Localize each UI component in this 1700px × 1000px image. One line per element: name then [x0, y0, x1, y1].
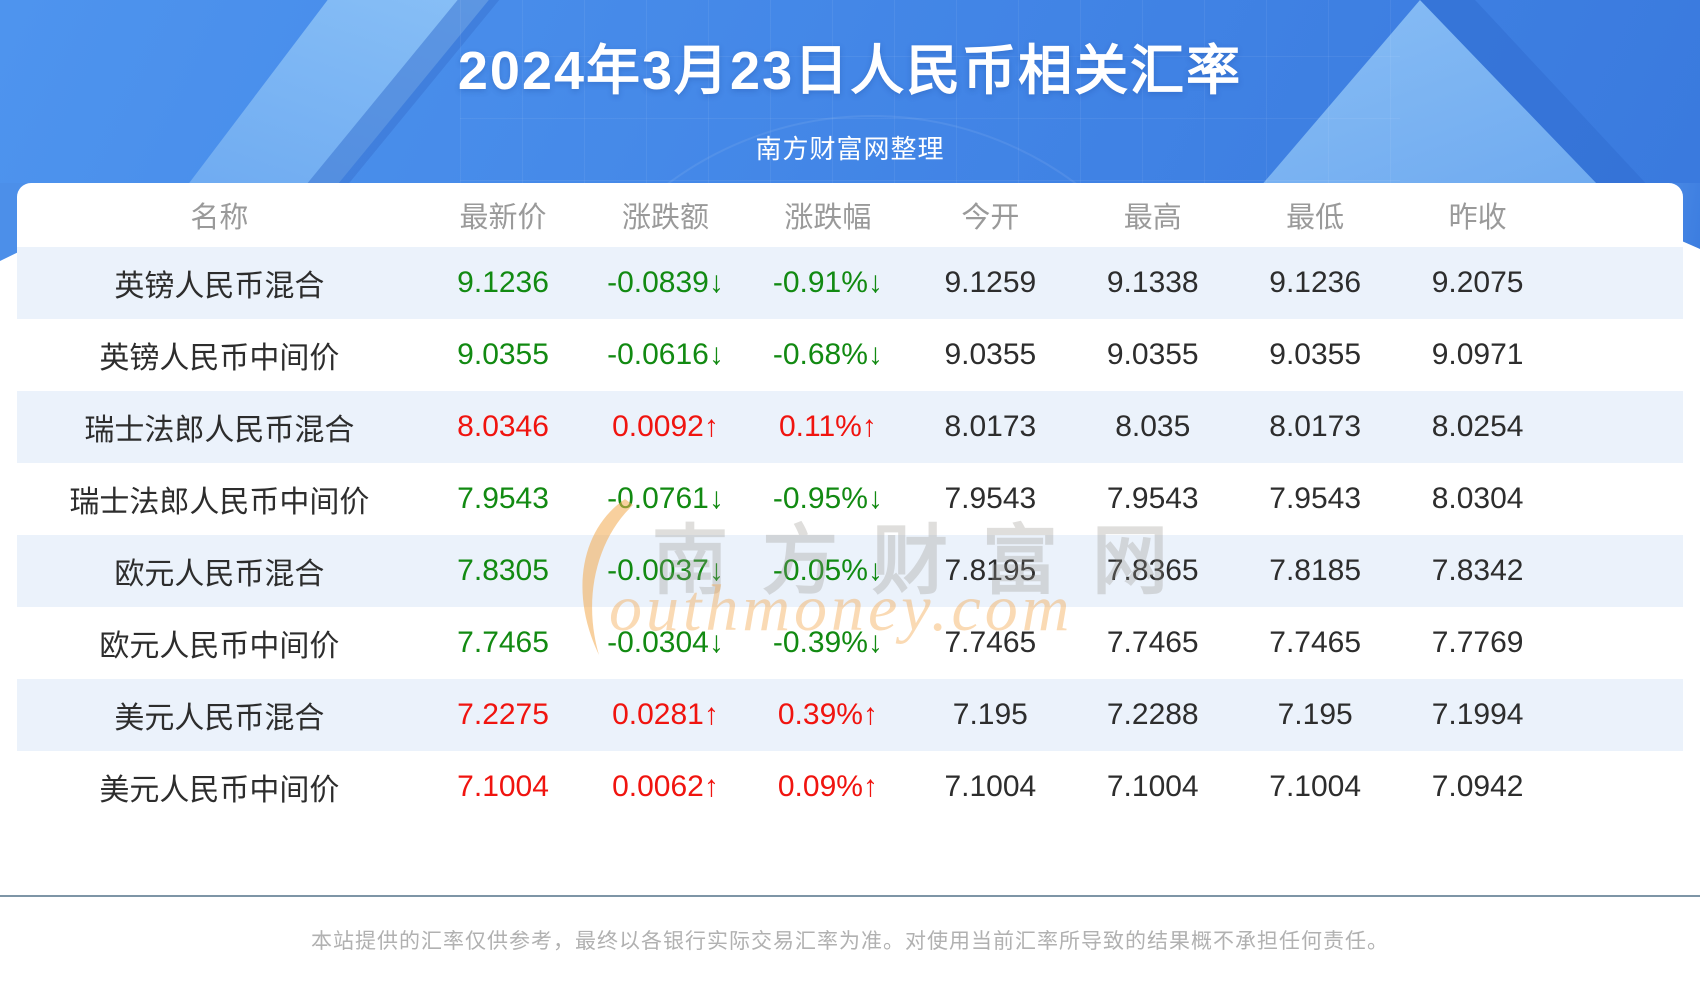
cell-change-pct: -0.68%↓	[772, 338, 883, 371]
cell-prev-close: 9.0971	[1431, 338, 1524, 371]
banner-prism-left-decoration	[0, 0, 520, 183]
table-row: 欧元人民币中间价 7.7465 -0.0304↓ -0.39%↓ 7.7465 …	[17, 607, 1683, 679]
cell-change: 0.0092↑	[612, 410, 719, 443]
cell-open: 7.9543	[944, 482, 1037, 515]
cell-change-pct: -0.39%↓	[772, 626, 883, 659]
cell-low: 7.9543	[1269, 482, 1362, 515]
cell-prev-close: 7.8342	[1431, 554, 1524, 587]
page-subtitle: 南方财富网整理	[755, 134, 945, 164]
cell-high: 8.035	[1115, 410, 1191, 443]
cell-latest: 7.7465	[457, 626, 549, 659]
cell-name: 美元人民币混合	[114, 702, 325, 735]
cell-latest: 7.8305	[457, 554, 549, 587]
cell-prev-close: 7.1994	[1431, 698, 1524, 731]
header-name: 名称	[190, 202, 249, 234]
header-change-pct: 涨跌幅	[784, 202, 872, 234]
cell-open: 7.7465	[944, 626, 1037, 659]
cell-prev-close: 7.0942	[1431, 770, 1524, 803]
cell-prev-close: 8.0304	[1431, 482, 1524, 515]
header-low: 最低	[1286, 202, 1345, 234]
cell-change: -0.0037↓	[607, 554, 724, 587]
header-high: 最高	[1123, 202, 1182, 234]
cell-change-pct: 0.11%↑	[778, 410, 877, 443]
cell-high: 9.1338	[1106, 266, 1199, 299]
table-row: 美元人民币混合 7.2275 0.0281↑ 0.39%↑ 7.195 7.22…	[17, 679, 1683, 751]
table-row: 英镑人民币中间价 9.0355 -0.0616↓ -0.68%↓ 9.0355 …	[17, 319, 1683, 391]
cell-open: 8.0173	[944, 410, 1037, 443]
table-row: 欧元人民币混合 7.8305 -0.0037↓ -0.05%↓ 7.8195 7…	[17, 535, 1683, 607]
cell-low: 8.0173	[1269, 410, 1362, 443]
cell-change: -0.0304↓	[607, 626, 724, 659]
table-header-row: 名称 最新价 涨跌额 涨跌幅 今开 最高 最低 昨收	[17, 183, 1683, 247]
cell-low: 9.0355	[1269, 338, 1362, 371]
footer-divider	[0, 895, 1700, 897]
cell-latest: 8.0346	[457, 410, 549, 443]
cell-name: 欧元人民币中间价	[99, 630, 340, 663]
disclaimer-text: 本站提供的汇率仅供参考，最终以各银行实际交易汇率为准。对使用当前汇率所导致的结果…	[311, 930, 1389, 953]
banner-prism-right-decoration	[1200, 0, 1700, 183]
cell-latest: 9.0355	[457, 338, 549, 371]
cell-change: -0.0616↓	[607, 338, 724, 371]
cell-open: 9.0355	[944, 338, 1037, 371]
cell-open: 9.1259	[944, 266, 1037, 299]
cell-low: 9.1236	[1269, 266, 1362, 299]
cell-prev-close: 7.7769	[1431, 626, 1524, 659]
cell-high: 9.0355	[1106, 338, 1199, 371]
table-row: 美元人民币中间价 7.1004 0.0062↑ 0.09%↑ 7.1004 7.…	[17, 751, 1683, 823]
cell-latest: 7.9543	[457, 482, 549, 515]
table-row: 瑞士法郎人民币中间价 7.9543 -0.0761↓ -0.95%↓ 7.954…	[17, 463, 1683, 535]
cell-high: 7.8365	[1106, 554, 1199, 587]
cell-name: 英镑人民币混合	[114, 270, 325, 303]
cell-prev-close: 8.0254	[1431, 410, 1524, 443]
cell-change-pct: -0.95%↓	[772, 482, 883, 515]
table-row: 瑞士法郎人民币混合 8.0346 0.0092↑ 0.11%↑ 8.0173 8…	[17, 391, 1683, 463]
cell-low: 7.195	[1277, 698, 1353, 731]
cell-name: 瑞士法郎人民币中间价	[69, 486, 370, 519]
cell-high: 7.9543	[1106, 482, 1199, 515]
header-open: 今开	[961, 202, 1020, 234]
cell-high: 7.7465	[1106, 626, 1199, 659]
header-latest: 最新价	[459, 202, 547, 234]
cell-low: 7.7465	[1269, 626, 1362, 659]
cell-change: 0.0281↑	[612, 698, 719, 731]
table-row: 英镑人民币混合 9.1236 -0.0839↓ -0.91%↓ 9.1259 9…	[17, 247, 1683, 319]
cell-change: -0.0839↓	[607, 266, 724, 299]
cell-change-pct: 0.39%↑	[777, 698, 878, 731]
cell-high: 7.2288	[1106, 698, 1199, 731]
header-banner: 2024年3月23日人民币相关汇率 南方财富网整理	[0, 0, 1700, 183]
cell-prev-close: 9.2075	[1431, 266, 1524, 299]
cell-name: 美元人民币中间价	[99, 774, 340, 807]
cell-change-pct: -0.91%↓	[772, 266, 883, 299]
page-title: 2024年3月23日人民币相关汇率	[457, 41, 1243, 101]
cell-name: 英镑人民币中间价	[99, 342, 340, 375]
cell-open: 7.195	[952, 698, 1028, 731]
cell-latest: 9.1236	[457, 266, 549, 299]
cell-change: -0.0761↓	[607, 482, 724, 515]
header-prev-close: 昨收	[1448, 202, 1507, 234]
rates-card: 名称 最新价 涨跌额 涨跌幅 今开 最高 最低 昨收 英镑人民币混合 9.123…	[17, 183, 1683, 823]
cell-low: 7.1004	[1269, 770, 1362, 803]
cell-open: 7.1004	[944, 770, 1037, 803]
cell-change: 0.0062↑	[612, 770, 719, 803]
cell-latest: 7.2275	[457, 698, 549, 731]
cell-change-pct: -0.05%↓	[772, 554, 883, 587]
cell-name: 欧元人民币混合	[114, 558, 325, 591]
header-change: 涨跌额	[621, 202, 709, 234]
cell-change-pct: 0.09%↑	[777, 770, 878, 803]
cell-open: 7.8195	[944, 554, 1037, 587]
cell-name: 瑞士法郎人民币混合	[84, 414, 355, 447]
cell-latest: 7.1004	[457, 770, 549, 803]
cell-high: 7.1004	[1106, 770, 1199, 803]
rates-table: 名称 最新价 涨跌额 涨跌幅 今开 最高 最低 昨收 英镑人民币混合 9.123…	[17, 183, 1683, 823]
cell-low: 7.8185	[1269, 554, 1362, 587]
